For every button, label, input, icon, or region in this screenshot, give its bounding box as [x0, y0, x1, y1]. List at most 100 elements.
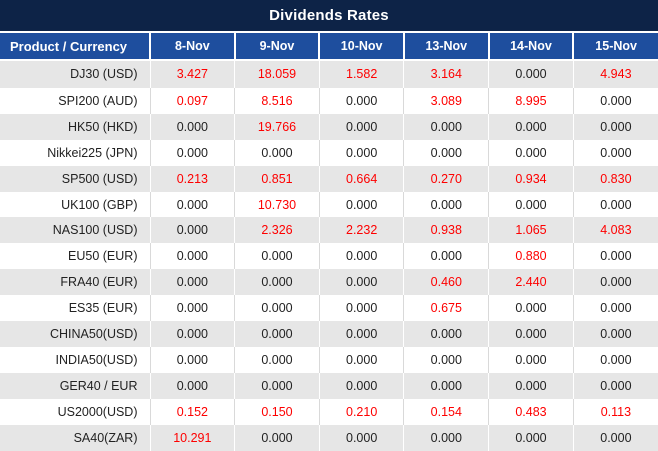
product-cell: ES35 (EUR): [0, 295, 150, 322]
product-cell: US2000(USD): [0, 399, 150, 425]
product-cell: DJ30 (USD): [0, 60, 150, 88]
value-cell: 3.164: [403, 60, 489, 88]
product-cell: INDIA50(USD): [0, 347, 150, 374]
value-cell: 0.664: [318, 165, 404, 192]
value-cell: 0.000: [572, 269, 658, 296]
value-cell: 0.000: [318, 139, 404, 166]
value-cell: 0.000: [572, 191, 658, 218]
value-cell: 10.291: [149, 424, 235, 451]
value-cell: 0.000: [488, 191, 574, 218]
value-cell: 0.000: [572, 295, 658, 322]
value-cell: 0.000: [318, 87, 404, 114]
table-row: INDIA50(USD) 0.000 0.000 0.000 0.000 0.000 0.0…: [0, 347, 658, 374]
value-cell: 8.516: [234, 87, 320, 114]
value-cell: 0.000: [572, 373, 658, 400]
value-cell: 0.000: [403, 243, 489, 270]
value-cell: 0.483: [488, 399, 574, 425]
value-cell: 0.000: [488, 295, 574, 322]
value-cell: 0.000: [403, 347, 489, 374]
value-cell: 0.000: [149, 269, 235, 296]
value-cell: 0.000: [318, 321, 404, 348]
product-cell: EU50 (EUR): [0, 243, 150, 270]
value-cell: 0.000: [403, 113, 489, 140]
value-cell: 0.000: [488, 60, 574, 88]
value-cell: 0.000: [488, 321, 574, 348]
value-cell: 0.000: [318, 373, 404, 400]
table-row: Nikkei225 (JPN) 0.000 0.000 0.000 0.000 0.000…: [0, 139, 658, 166]
value-cell: 0.000: [149, 373, 235, 400]
column-header-product: Product / Currency: [0, 33, 150, 61]
product-cell: Nikkei225 (JPN): [0, 139, 150, 166]
value-cell: 0.000: [403, 373, 489, 400]
value-cell: 18.059: [234, 60, 320, 88]
value-cell: 0.000: [149, 139, 235, 166]
value-cell: 4.943: [572, 60, 658, 88]
table-row: GER40 / EUR 0.000 0.000 0.000 0.000 0.000 0.00…: [0, 373, 658, 400]
table-row: SP500 (USD) 0.213 0.851 0.664 0.270 0.934 0.83…: [0, 165, 658, 192]
value-cell: 0.000: [572, 321, 658, 348]
value-cell: 0.000: [149, 217, 235, 244]
table-header-row: Product / Currency 8-Nov 9-Nov 10-Nov 13-No…: [0, 33, 658, 61]
table-row: US2000(USD) 0.152 0.150 0.210 0.154 0.483 0.11…: [0, 399, 658, 425]
product-cell: SA40(ZAR): [0, 424, 150, 451]
value-cell: 0.000: [149, 347, 235, 374]
column-header-date: 14-Nov: [487, 33, 574, 61]
product-cell: UK100 (GBP): [0, 191, 150, 218]
table-row: DJ30 (USD) 3.427 18.059 1.582 3.164 0.000 4.94…: [0, 60, 658, 88]
value-cell: 0.000: [149, 321, 235, 348]
value-cell: 0.880: [488, 243, 574, 270]
value-cell: 0.000: [318, 243, 404, 270]
table-row: SA40(ZAR) 10.291 0.000 0.000 0.000 0.000 0.000: [0, 424, 658, 451]
table-row: FRA40 (EUR) 0.000 0.000 0.000 0.460 2.440 0.00…: [0, 269, 658, 296]
table-row: SPI200 (AUD) 0.097 8.516 0.000 3.089 8.995 0.0…: [0, 87, 658, 114]
value-cell: 0.000: [234, 269, 320, 296]
product-cell: SPI200 (AUD): [0, 87, 150, 114]
value-cell: 0.000: [318, 295, 404, 322]
product-cell: FRA40 (EUR): [0, 269, 150, 296]
value-cell: 0.000: [149, 191, 235, 218]
column-header-date: 10-Nov: [318, 33, 404, 61]
value-cell: 1.065: [488, 217, 574, 244]
value-cell: 0.000: [488, 113, 574, 140]
value-cell: 0.000: [572, 424, 658, 451]
table-row: EU50 (EUR) 0.000 0.000 0.000 0.000 0.880 0.000: [0, 243, 658, 270]
value-cell: 0.000: [318, 113, 404, 140]
value-cell: 0.210: [318, 399, 404, 425]
value-cell: 0.851: [234, 165, 320, 192]
value-cell: 0.213: [149, 165, 235, 192]
value-cell: 0.000: [234, 243, 320, 270]
value-cell: 0.000: [234, 347, 320, 374]
value-cell: 0.150: [234, 399, 320, 425]
value-cell: 0.000: [403, 321, 489, 348]
column-header-date: 9-Nov: [233, 33, 320, 61]
column-header-date: 8-Nov: [149, 33, 235, 61]
value-cell: 19.766: [234, 113, 320, 140]
value-cell: 3.427: [149, 60, 235, 88]
value-cell: 0.000: [403, 191, 489, 218]
value-cell: 0.000: [572, 139, 658, 166]
value-cell: 0.934: [488, 165, 574, 192]
rates-table: Product / Currency 8-Nov 9-Nov 10-Nov 13-No…: [0, 33, 658, 451]
value-cell: 0.000: [234, 373, 320, 400]
table-row: HK50 (HKD) 0.000 19.766 0.000 0.000 0.000 0.00…: [0, 113, 658, 140]
value-cell: 0.000: [488, 373, 574, 400]
value-cell: 0.113: [572, 399, 658, 425]
product-cell: SP500 (USD): [0, 165, 150, 192]
value-cell: 0.460: [403, 269, 489, 296]
value-cell: 0.000: [572, 113, 658, 140]
table-row: CHINA50(USD) 0.000 0.000 0.000 0.000 0.000 0.0…: [0, 321, 658, 348]
value-cell: 3.089: [403, 87, 489, 114]
value-cell: 0.000: [403, 424, 489, 451]
value-cell: 0.000: [149, 113, 235, 140]
product-cell: NAS100 (USD): [0, 217, 150, 244]
value-cell: 0.938: [403, 217, 489, 244]
value-cell: 0.000: [403, 139, 489, 166]
value-cell: 0.000: [234, 295, 320, 322]
value-cell: 0.000: [318, 424, 404, 451]
value-cell: 10.730: [234, 191, 320, 218]
value-cell: 0.000: [572, 347, 658, 374]
value-cell: 2.326: [234, 217, 320, 244]
value-cell: 0.000: [318, 347, 404, 374]
value-cell: 0.000: [149, 295, 235, 322]
